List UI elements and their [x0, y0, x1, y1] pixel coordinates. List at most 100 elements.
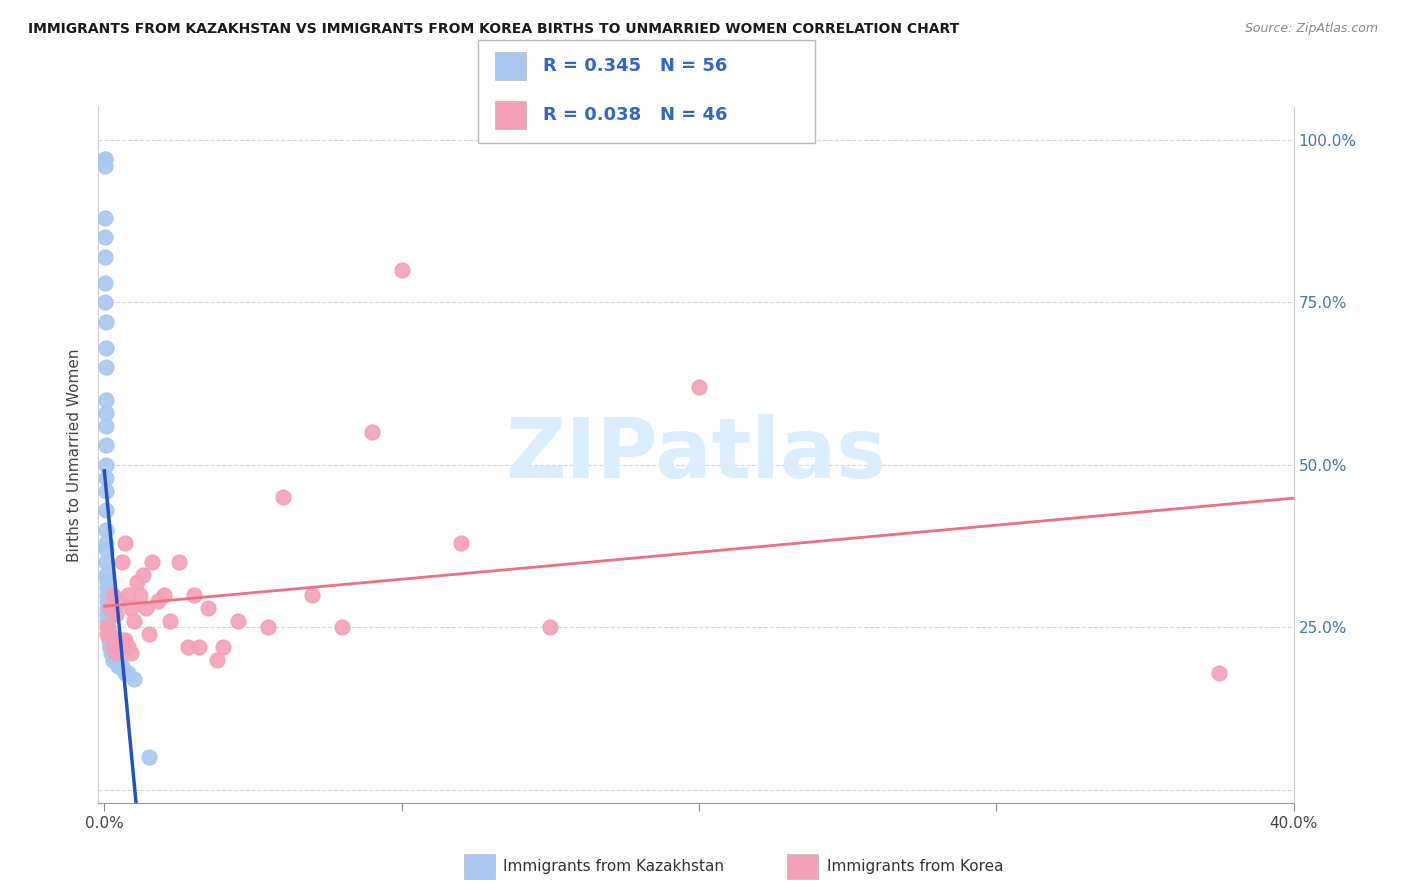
Point — [122, 614, 145, 628]
Point — [96, 620, 118, 634]
Point — [98, 640, 121, 654]
Point — [96, 607, 118, 622]
Point — [94, 211, 117, 225]
Point — [330, 620, 353, 634]
Point — [94, 458, 117, 472]
Point — [98, 626, 121, 640]
Point — [117, 640, 139, 654]
Point — [94, 152, 117, 166]
Point — [98, 633, 121, 648]
Point — [96, 607, 118, 622]
Point — [96, 588, 118, 602]
Point — [103, 653, 125, 667]
Point — [104, 653, 127, 667]
Point — [98, 600, 121, 615]
Point — [207, 653, 229, 667]
Point — [301, 588, 323, 602]
Point — [94, 535, 117, 549]
Point — [1208, 665, 1230, 680]
Text: Source: ZipAtlas.com: Source: ZipAtlas.com — [1244, 22, 1378, 36]
Point — [153, 588, 176, 602]
Point — [97, 620, 120, 634]
Point — [117, 665, 139, 680]
Point — [97, 620, 120, 634]
Point — [97, 626, 120, 640]
Point — [120, 600, 142, 615]
Point — [94, 392, 117, 407]
Point — [159, 614, 181, 628]
Point — [114, 665, 136, 680]
Point — [94, 406, 117, 420]
Text: Immigrants from Kazakhstan: Immigrants from Kazakhstan — [503, 859, 724, 873]
Point — [94, 295, 117, 310]
Point — [96, 600, 118, 615]
Point — [391, 262, 413, 277]
Point — [97, 614, 120, 628]
Text: ZIPatlas: ZIPatlas — [506, 415, 886, 495]
Point — [96, 581, 118, 595]
Point — [96, 574, 118, 589]
Point — [94, 276, 117, 290]
Point — [103, 588, 125, 602]
Point — [94, 438, 117, 452]
Point — [97, 620, 120, 634]
Point — [117, 588, 139, 602]
Point — [98, 633, 121, 648]
Point — [361, 425, 384, 439]
Point — [103, 640, 125, 654]
Point — [188, 640, 211, 654]
Point — [125, 574, 148, 589]
Text: Immigrants from Korea: Immigrants from Korea — [827, 859, 1004, 873]
Point — [97, 626, 120, 640]
Point — [111, 659, 134, 673]
Point — [132, 568, 155, 582]
Point — [94, 523, 117, 537]
Point — [98, 640, 121, 654]
Point — [129, 588, 152, 602]
Point — [271, 490, 294, 504]
Point — [105, 646, 128, 660]
Point — [94, 250, 117, 264]
Point — [94, 418, 117, 433]
Point — [108, 659, 131, 673]
Point — [197, 600, 219, 615]
Point — [114, 633, 136, 648]
Point — [138, 626, 160, 640]
Point — [108, 594, 131, 608]
Point — [94, 152, 117, 166]
Point — [122, 672, 145, 686]
Point — [94, 471, 117, 485]
Point — [138, 750, 160, 764]
Point — [167, 555, 190, 569]
Point — [135, 600, 157, 615]
Point — [212, 640, 235, 654]
Point — [120, 646, 142, 660]
Point — [94, 159, 117, 173]
Point — [96, 555, 118, 569]
Point — [94, 230, 117, 244]
Point — [94, 315, 117, 329]
Point — [96, 614, 118, 628]
Point — [176, 640, 198, 654]
Point — [114, 535, 136, 549]
Point — [94, 360, 117, 375]
Point — [94, 341, 117, 355]
Point — [450, 535, 472, 549]
Point — [101, 646, 124, 660]
Point — [96, 568, 118, 582]
Point — [108, 633, 131, 648]
Point — [111, 555, 134, 569]
Point — [257, 620, 280, 634]
Point — [103, 653, 125, 667]
Text: R = 0.038   N = 46: R = 0.038 N = 46 — [543, 106, 727, 124]
Point — [688, 379, 710, 393]
Point — [538, 620, 561, 634]
Text: R = 0.345   N = 56: R = 0.345 N = 56 — [543, 57, 727, 75]
Point — [100, 646, 122, 660]
Point — [105, 607, 128, 622]
Point — [96, 594, 118, 608]
Point — [107, 659, 129, 673]
Text: IMMIGRANTS FROM KAZAKHSTAN VS IMMIGRANTS FROM KOREA BIRTHS TO UNMARRIED WOMEN CO: IMMIGRANTS FROM KAZAKHSTAN VS IMMIGRANTS… — [28, 22, 959, 37]
Point — [183, 588, 205, 602]
Point — [141, 555, 163, 569]
